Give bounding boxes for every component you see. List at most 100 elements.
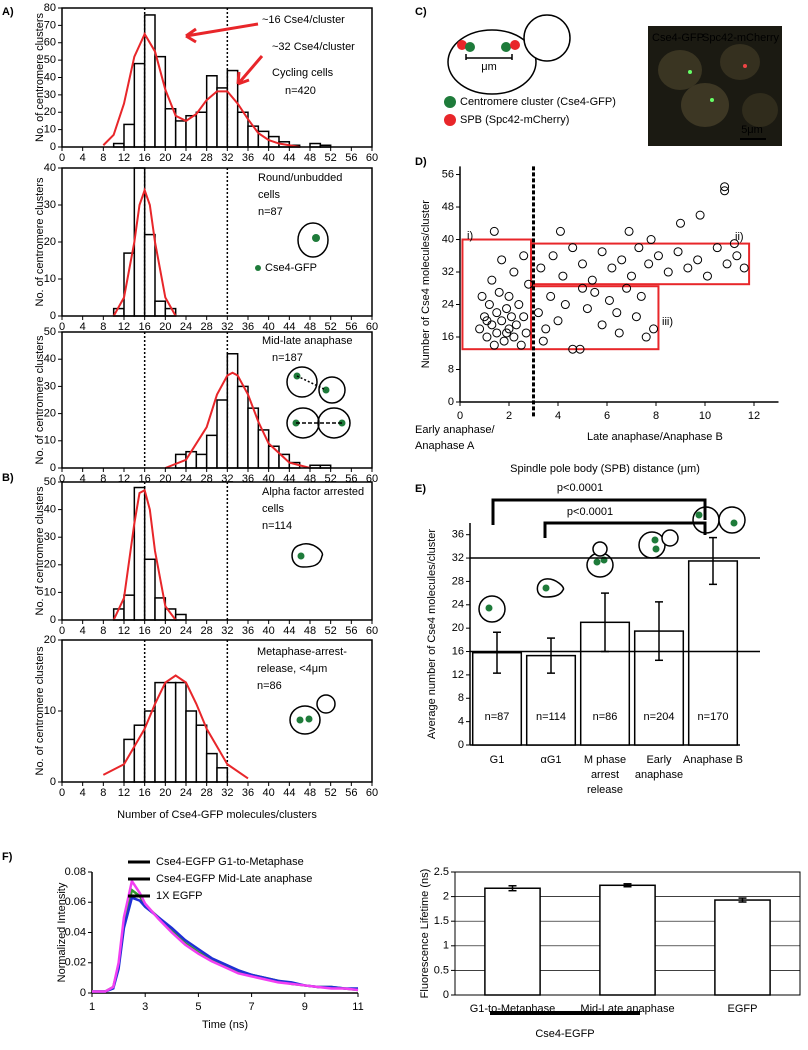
- y-tick-label: 30: [44, 199, 56, 211]
- y-tick-label: 0: [50, 310, 56, 322]
- y-tick-label: 8: [458, 692, 464, 704]
- annotation: n=86: [257, 680, 282, 692]
- x-tick-label: 12: [118, 625, 130, 637]
- group-label: Anaphase A: [415, 440, 475, 452]
- x-tick-label: 60: [366, 625, 378, 637]
- y-tick-label: 30: [44, 531, 56, 543]
- x-tick-label: 24: [180, 787, 192, 799]
- y-tick-label: 0.08: [65, 866, 86, 878]
- point: [519, 312, 529, 322]
- y-tick-label: 0.02: [65, 957, 86, 969]
- histogram-bar: [205, 752, 218, 783]
- x-tick-label: 4: [80, 787, 86, 799]
- x-tick-label: 1: [89, 1001, 95, 1013]
- y-axis-title: Average number of Cse4 molecules/cluster: [426, 529, 438, 739]
- scale-label: μm: [481, 61, 497, 73]
- annotation: n=187: [272, 352, 303, 364]
- bar: [599, 884, 656, 996]
- x-tick-label: 52: [325, 787, 337, 799]
- fit-curve: [102, 31, 300, 148]
- x-tick-label: 16: [139, 625, 151, 637]
- point: [653, 251, 663, 261]
- series-line: [92, 887, 359, 993]
- point: [497, 255, 507, 265]
- annotation: n=87: [258, 206, 283, 218]
- y-tick-label: 0: [50, 776, 56, 788]
- x-tick-label: 8: [100, 152, 106, 164]
- y-tick-label: 1.5: [434, 915, 449, 927]
- x-tick-label: 36: [242, 473, 254, 485]
- histogram-bar: [257, 429, 270, 469]
- y-tick-label: 80: [44, 2, 56, 14]
- histogram-bar: [195, 724, 208, 783]
- histogram-bar: [216, 767, 229, 783]
- histogram-bar: [185, 710, 198, 783]
- cell-icon: [478, 506, 746, 623]
- x-tick-label: 60: [366, 152, 378, 164]
- y-tick-label: 20: [44, 106, 56, 118]
- y-tick-label: 2: [443, 891, 449, 903]
- x-tick-label: 60: [366, 787, 378, 799]
- point: [624, 226, 634, 236]
- x-tick-label: 52: [325, 152, 337, 164]
- y-tick-label: 0: [50, 462, 56, 474]
- y-tick-label: 24: [442, 298, 454, 310]
- x-tick-label: 36: [242, 625, 254, 637]
- x-tick-label: 56: [345, 625, 357, 637]
- x-tick-label: 0: [59, 787, 65, 799]
- point: [489, 340, 499, 350]
- y-tick-label: 40: [44, 162, 56, 174]
- count-label: n=87: [485, 711, 510, 723]
- point: [504, 291, 514, 301]
- x-tick-label: 16: [139, 787, 151, 799]
- panel-label: A): [2, 6, 14, 18]
- x-tick-label: 16: [139, 152, 151, 164]
- x-tick-label: 0: [457, 410, 463, 422]
- histogram-bar: [216, 399, 229, 469]
- y-tick-label: 0: [443, 989, 449, 1001]
- x-tick-label: 44: [283, 625, 295, 637]
- legend-dot: [444, 114, 456, 126]
- histogram-bar: [247, 125, 260, 148]
- point: [663, 267, 673, 277]
- y-tick-label: 40: [44, 504, 56, 516]
- y-tick-label: 56: [442, 168, 454, 180]
- histogram-bar: [205, 434, 218, 469]
- plot-frame: [61, 481, 373, 621]
- y-tick-label: 20: [44, 634, 56, 646]
- count-label: n=114: [536, 711, 566, 723]
- x-tick-label: 0: [59, 321, 65, 333]
- y-tick-label: 16: [442, 331, 454, 343]
- y-tick-label: 24: [452, 599, 464, 611]
- point: [489, 226, 499, 236]
- point: [536, 263, 546, 273]
- annotation: ~32 Cse4/cluster: [272, 41, 355, 53]
- point: [541, 324, 551, 334]
- fit-curve: [112, 488, 177, 621]
- y-tick-label: 20: [44, 236, 56, 248]
- fit-curve: [112, 187, 177, 317]
- region-label: i): [467, 230, 473, 242]
- y-axis-title: Number of Cse4 molecules/cluster: [420, 200, 432, 368]
- x-tick-label: 20: [159, 787, 171, 799]
- x-tick-label: 44: [283, 321, 295, 333]
- x-tick-label: 52: [325, 473, 337, 485]
- point: [587, 275, 597, 285]
- annotation: Metaphase-arrest-: [257, 646, 347, 658]
- point: [538, 336, 548, 346]
- x-axis-title: Spindle pole body (SPB) distance (μm): [510, 463, 700, 475]
- y-axis-title: No. of centromere clusters: [34, 13, 46, 142]
- annotation: cells: [258, 189, 281, 201]
- x-tick-label: 24: [180, 625, 192, 637]
- y-tick-label: 20: [452, 622, 464, 634]
- x-tick-label: 28: [201, 625, 213, 637]
- x-tick-label: anaphase: [635, 769, 683, 781]
- point: [484, 300, 494, 310]
- x-tick-label: 4: [80, 152, 86, 164]
- histogram-bar: [174, 120, 187, 148]
- annotation: cells: [262, 503, 285, 515]
- annotation: n=114: [262, 520, 292, 532]
- histogram-bar: [133, 62, 146, 148]
- x-tick-label: 2: [506, 410, 512, 422]
- x-tick-label: 48: [304, 787, 316, 799]
